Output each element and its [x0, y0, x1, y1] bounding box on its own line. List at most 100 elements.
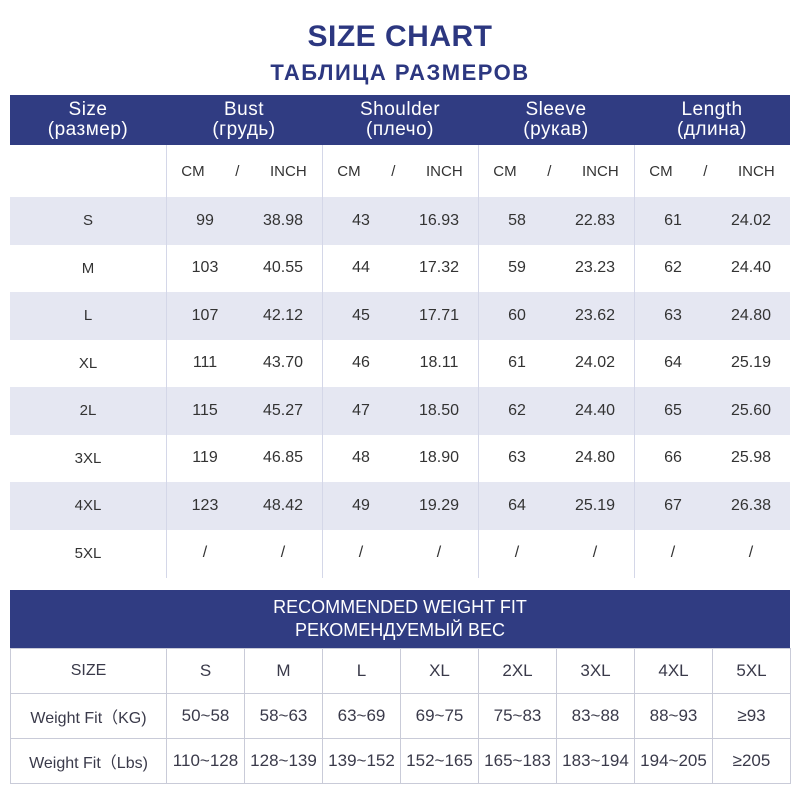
shoulder-cm: 45: [352, 306, 370, 324]
size-row: M 103 40.55 44 17.32 59 23.23 62 24.40: [10, 245, 790, 293]
sleeve-cell: / /: [478, 530, 634, 578]
shoulder-cell: 49 19.29: [322, 482, 478, 530]
bust-cm: 111: [192, 354, 218, 372]
sleeve-inch: 22.83: [574, 211, 616, 229]
shoulder-cm: 43: [352, 211, 370, 229]
bust-cm: 99: [196, 211, 214, 229]
bust-cm: 119: [192, 449, 218, 467]
weight-cell: 63~69: [322, 693, 401, 739]
sleeve-cm: 60: [508, 306, 526, 324]
sleeve-inch: 25.19: [574, 496, 616, 514]
sleeve-cell: 64 25.19: [478, 482, 634, 530]
sleeve-inch: 24.02: [574, 354, 616, 372]
size-label: 2L: [79, 402, 97, 420]
header-shoulder: Shoulder (плечо): [359, 99, 441, 140]
size-row: 2L 115 45.27 47 18.50 62 24.40 65 25.60: [10, 387, 790, 435]
weight-lbs-row: Weight Fit（Lbs) 110~128 128~139 139~152 152~…: [10, 738, 791, 784]
size-table: Size (размер) Bust (грудь) Shoulder (пле…: [10, 95, 790, 577]
sleeve-cell: 63 24.80: [478, 435, 634, 483]
sleeve-cell: 61 24.02: [478, 340, 634, 388]
weight-cell: 152~165: [400, 738, 479, 784]
weight-cell: 194~205: [634, 738, 713, 784]
length-cm: 62: [664, 259, 682, 277]
size-table-header: Size (размер) Bust (грудь) Shoulder (пле…: [10, 95, 790, 145]
size-row: 3XL 119 46.85 48 18.90 63 24.80 66 25.98: [10, 435, 790, 483]
shoulder-cell: 48 18.90: [322, 435, 478, 483]
sleeve-cell: 62 24.40: [478, 387, 634, 435]
weight-cell: L: [322, 648, 401, 694]
length-cm: 67: [664, 496, 682, 514]
unit-cell: CM / INCH: [649, 162, 775, 180]
shoulder-cell: 44 17.32: [322, 245, 478, 293]
bust-cell: 123 48.42: [166, 482, 322, 530]
shoulder-cm: /: [358, 544, 364, 562]
sleeve-inch: 24.40: [574, 401, 616, 419]
bust-cm: 103: [191, 259, 219, 277]
unit-row: CM / INCH CM / INCH CM / INCH CM / INCH: [10, 145, 790, 197]
sleeve-cm: 61: [508, 354, 526, 372]
weight-cell: 139~152: [322, 738, 401, 784]
bust-cell: 111 43.70: [166, 340, 322, 388]
length-cm: 65: [664, 401, 682, 419]
sleeve-cm: 62: [508, 401, 526, 419]
length-inch: /: [748, 544, 754, 562]
shoulder-inch: 18.50: [418, 401, 460, 419]
shoulder-cell: 43 16.93: [322, 197, 478, 245]
length-cell: 63 24.80: [634, 292, 790, 340]
bust-cell: 107 42.12: [166, 292, 322, 340]
header-size: Size (размер): [47, 99, 129, 140]
shoulder-cell: 47 18.50: [322, 387, 478, 435]
chart-subtitle: ТАБЛИЦА РАЗМЕРОВ: [270, 60, 530, 85]
weight-kg-row: Weight Fit（KG) 50~58 58~63 63~69 69~75 75~83 8…: [10, 693, 791, 739]
bust-inch: 46.85: [262, 449, 304, 467]
shoulder-inch: 17.71: [418, 306, 460, 324]
weight-row-label: Weight Fit（Lbs): [10, 738, 167, 784]
length-cm: 63: [664, 306, 682, 324]
chart-title: SIZE CHART: [307, 20, 493, 53]
sleeve-cm: 59: [508, 259, 526, 277]
unit-cell: CM / INCH: [181, 162, 307, 180]
weight-cell: M: [244, 648, 323, 694]
length-cell: 61 24.02: [634, 197, 790, 245]
length-inch: 26.38: [730, 496, 772, 514]
weight-size-row: SIZE S M L XL 2XL 3XL 4XL 5XL: [10, 648, 791, 694]
sleeve-cm: /: [514, 544, 520, 562]
bust-cell: 99 38.98: [166, 197, 322, 245]
size-label: M: [81, 259, 95, 277]
unit-cell: CM / INCH: [337, 162, 463, 180]
weight-cell: 3XL: [556, 648, 635, 694]
length-cell: 62 24.40: [634, 245, 790, 293]
weight-row-label: Weight Fit（KG): [10, 693, 167, 739]
length-inch: 25.19: [730, 354, 772, 372]
bust-inch: 43.70: [262, 354, 304, 372]
column-divider: [166, 145, 167, 578]
bust-cm: 123: [191, 496, 219, 514]
size-row: 5XL / / / / / / / /: [10, 530, 790, 578]
size-row: S 99 38.98 43 16.93 58 22.83 61 24.02: [10, 197, 790, 245]
shoulder-cm: 48: [352, 449, 370, 467]
length-inch: 24.02: [730, 211, 772, 229]
sleeve-cell: 59 23.23: [478, 245, 634, 293]
bust-inch: 38.98: [262, 211, 304, 229]
shoulder-inch: 18.90: [418, 449, 460, 467]
size-label: 5XL: [74, 544, 102, 562]
bust-inch: 40.55: [262, 259, 304, 277]
weight-table: RECOMMENDED WEIGHT FIT РЕКОМЕНДУЕМЫЙ ВЕС…: [10, 590, 791, 784]
length-cell: / /: [634, 530, 790, 578]
column-divider: [478, 145, 479, 578]
weight-cell: ≥93: [712, 693, 791, 739]
length-inch: 25.60: [730, 401, 772, 419]
length-cm: /: [670, 544, 676, 562]
header-sleeve: Sleeve (рукав): [523, 99, 589, 140]
weight-cell: 69~75: [400, 693, 479, 739]
length-inch: 25.98: [730, 449, 772, 467]
sleeve-inch: 23.23: [574, 259, 616, 277]
sleeve-cm: 63: [508, 449, 526, 467]
bust-cell: 103 40.55: [166, 245, 322, 293]
length-cell: 64 25.19: [634, 340, 790, 388]
length-cell: 66 25.98: [634, 435, 790, 483]
bust-cell: 119 46.85: [166, 435, 322, 483]
weight-cell: 110~128: [166, 738, 245, 784]
bust-cm: 115: [192, 401, 218, 419]
shoulder-inch: 16.93: [418, 211, 460, 229]
